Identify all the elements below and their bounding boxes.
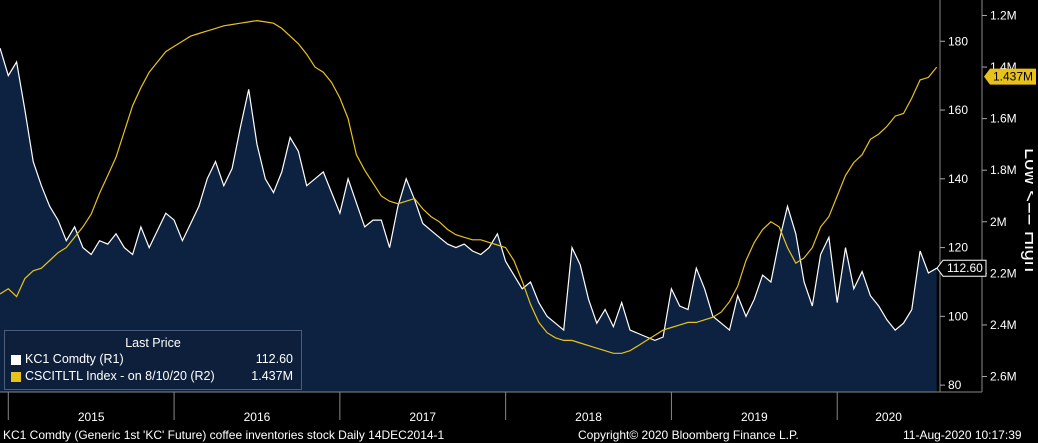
legend-value-kc1: 112.60 (255, 352, 293, 366)
legend-label-csci: CSCITLTL Index - on 8/10/20 (R2) (25, 369, 215, 383)
x-axis-ticks: 2015 2016 2017 2018 2019 2020 (78, 410, 902, 424)
right-tick-label: 2.2M (990, 266, 1017, 280)
x-tick-label: 2019 (741, 410, 768, 424)
footer: KC1 Comdty (Generic 1st 'KC' Future) cof… (0, 424, 1038, 443)
x-axis-bands (7, 392, 838, 420)
legend-row-csci: CSCITLTL Index - on 8/10/20 (R2) 1.437M (5, 369, 301, 386)
x-tick-label: 2018 (575, 410, 602, 424)
right-tick-label: 2.6M (990, 370, 1017, 384)
footer-copyright: Copyright© 2020 Bloomberg Finance L.P. (578, 428, 799, 442)
kc1-series-line (0, 47, 938, 342)
left-tick-label: 80 (948, 378, 962, 392)
legend-swatch-kc1 (11, 354, 21, 365)
right-axis-label-text: Low <== High (1020, 148, 1033, 272)
right-tick-label: 2.4M (990, 318, 1017, 332)
left-tick-label: 160 (948, 103, 968, 117)
left-tick-label: 140 (948, 172, 968, 186)
right-tick-label: 1.2M (990, 8, 1017, 22)
legend-value-csci: 1.437M (251, 369, 293, 383)
last-value-labels: 112.60 1.437M (936, 68, 1036, 277)
x-tick-label: 2020 (875, 410, 902, 424)
last-value-box-kc1 (936, 259, 987, 277)
right-axis-label: Low <== High (1020, 148, 1033, 272)
left-tick-label: 120 (948, 241, 968, 255)
x-tick-label: 2017 (409, 410, 436, 424)
left-tick-label: 180 (948, 34, 968, 48)
left-tick-label: 100 (948, 309, 968, 323)
footer-description: KC1 Comdty (Generic 1st 'KC' Future) cof… (3, 428, 445, 442)
legend: Last Price KC1 Comdty (R1) 112.60 CSCITL… (4, 330, 302, 390)
footer-timestamp: 11-Aug-2020 10:17:39 (903, 428, 1022, 442)
right-tick-label: 2M (990, 215, 1007, 229)
last-value-kc1: 112.60 (947, 261, 983, 275)
kc1-area-fill (0, 48, 937, 392)
legend-swatch-csci (11, 371, 21, 382)
last-value-csci: 1.437M (993, 70, 1033, 84)
legend-row-kc1: KC1 Comdty (R1) 112.60 (5, 352, 301, 369)
legend-header: Last Price (125, 336, 181, 350)
last-value-box-csci (984, 68, 1036, 85)
left-axis-ticks: 80 100 120 140 160 180 (940, 34, 968, 392)
csci-series-line (0, 19, 938, 354)
x-tick-label: 2015 (78, 410, 105, 424)
right-tick-label: 1.8M (990, 163, 1017, 177)
x-tick-label: 2016 (244, 410, 271, 424)
legend-label-kc1: KC1 Comdty (R1) (25, 352, 124, 366)
right-tick-label: 1.6M (990, 112, 1017, 126)
